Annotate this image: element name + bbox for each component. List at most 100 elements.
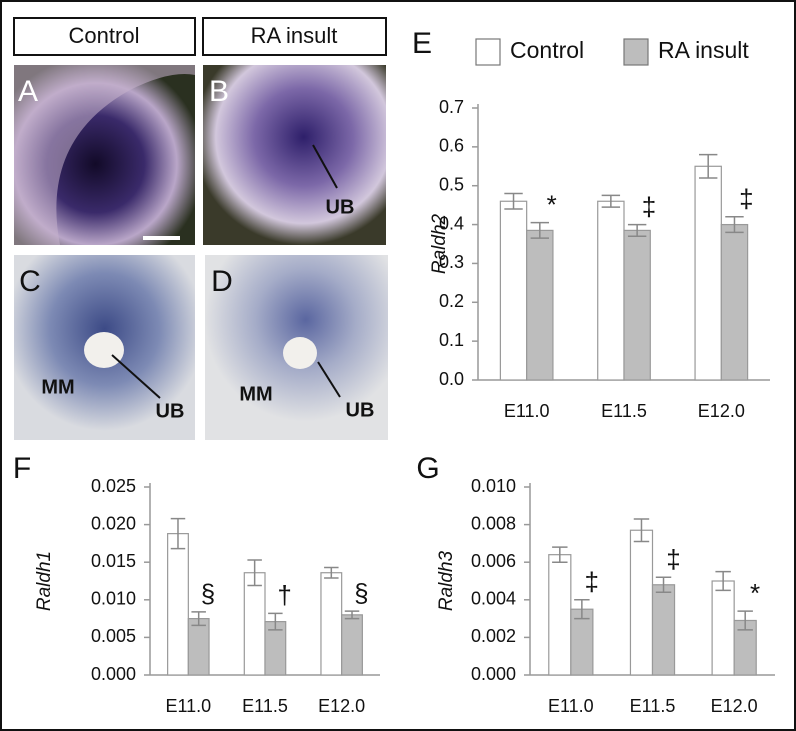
significance-mark: § [201, 579, 215, 609]
y-tick-label: 0.5 [439, 174, 464, 194]
x-tick-label: E12.0 [711, 696, 758, 716]
annotation: MM [41, 376, 74, 398]
y-tick-label: 0.2 [439, 291, 464, 311]
y-tick-label: 0.010 [91, 589, 136, 609]
error-bar [170, 517, 186, 550]
y-axis-label: Raldh3 [436, 550, 457, 611]
error-bar [344, 610, 360, 620]
significance-mark: † [277, 580, 291, 610]
bar [711, 580, 735, 676]
y-tick-label: 0.1 [439, 330, 464, 350]
error-bar [268, 612, 283, 631]
significance-mark: ‡ [585, 567, 599, 597]
significance-mark: ‡ [666, 544, 680, 574]
x-tick-label: E11.0 [548, 696, 594, 716]
bar [548, 554, 572, 676]
y-tick-label: 0.015 [91, 551, 136, 571]
error-bar [737, 610, 753, 631]
bar [499, 200, 528, 381]
bar [187, 617, 210, 676]
error-bar [725, 216, 744, 234]
annotation: UB [346, 399, 375, 421]
ureteric-bud [84, 332, 124, 368]
image-label: D [211, 265, 233, 298]
error-bar [530, 221, 550, 239]
y-tick-label: 0.000 [471, 664, 516, 684]
legend-swatch [475, 38, 501, 66]
y-tick-label: 0.006 [471, 551, 516, 571]
image-label: B [209, 75, 229, 108]
image-label: C [19, 265, 41, 298]
micrograph [203, 65, 386, 245]
error-bar [552, 546, 568, 563]
y-tick-label: 0.010 [471, 476, 516, 496]
y-tick-label: 0.0 [439, 369, 464, 389]
error-bar [627, 223, 647, 237]
bar [651, 584, 676, 676]
panel-letter: F [13, 452, 31, 485]
bar [320, 572, 343, 676]
column-header: RA insult [251, 23, 338, 48]
x-tick-label: E11.5 [630, 696, 676, 716]
x-tick-label: E11.5 [601, 401, 647, 421]
legend-label: Control [510, 37, 584, 63]
error-bar [601, 194, 621, 208]
error-bar [715, 570, 731, 592]
y-tick-label: 0.025 [91, 476, 136, 496]
y-tick-label: 0.005 [91, 626, 136, 646]
error-bar [574, 599, 590, 620]
pointer-line [111, 354, 161, 399]
error-bar [247, 559, 262, 587]
legend-label: RA insult [658, 37, 749, 63]
y-tick-label: 0.000 [91, 664, 136, 684]
column-header: Control [69, 23, 140, 48]
significance-mark: * [547, 190, 557, 220]
y-axis-label: Raldh1 [34, 551, 55, 611]
bar [167, 533, 189, 676]
annotation: UB [326, 196, 355, 218]
tissue [14, 65, 195, 245]
panel-letter: E [412, 27, 432, 60]
y-tick-label: 0.008 [471, 513, 516, 533]
bar [694, 165, 722, 381]
x-tick-label: E11.0 [165, 696, 211, 716]
image-label: A [18, 75, 38, 108]
bar [526, 229, 554, 381]
pointer-line [312, 144, 338, 189]
error-bar [698, 153, 718, 179]
error-bar [504, 192, 523, 210]
x-tick-label: E12.0 [698, 401, 745, 421]
significance-mark: § [354, 578, 368, 608]
bar [629, 529, 654, 676]
bar [341, 614, 363, 676]
bar [597, 200, 625, 381]
x-tick-label: E11.5 [242, 696, 288, 716]
legend-swatch [623, 38, 649, 66]
pointer-line [317, 361, 341, 398]
y-axis-label: Raldh2 [429, 213, 450, 274]
annotation: MM [239, 383, 272, 405]
error-bar [191, 611, 206, 627]
header-box [13, 17, 196, 56]
bar [243, 572, 266, 676]
error-bar [324, 566, 339, 579]
y-tick-label: 0.020 [91, 513, 136, 533]
y-tick-label: 0.7 [439, 97, 464, 117]
significance-mark: ‡ [739, 184, 753, 214]
header-box [202, 17, 387, 56]
bar [623, 229, 651, 381]
error-bar [655, 576, 672, 594]
annotation: UB [156, 400, 185, 422]
y-tick-label: 0.6 [439, 136, 464, 156]
bar [720, 223, 749, 381]
significance-mark: ‡ [642, 191, 656, 221]
x-tick-label: E12.0 [318, 696, 365, 716]
y-tick-label: 0.002 [471, 626, 516, 646]
y-tick-label: 0.3 [439, 252, 464, 272]
y-tick-label: 0.4 [439, 213, 464, 233]
ureteric-bud [283, 337, 317, 369]
y-tick-label: 0.004 [471, 589, 516, 609]
x-tick-label: E11.0 [504, 401, 550, 421]
